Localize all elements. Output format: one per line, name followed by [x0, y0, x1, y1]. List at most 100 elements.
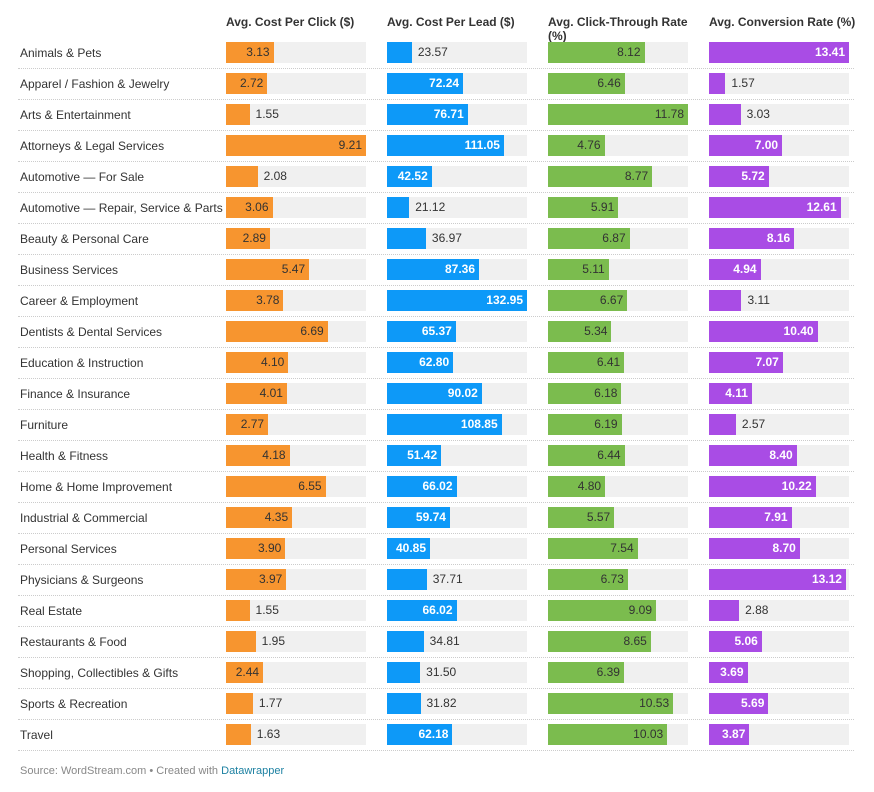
value-label: 65.37 [421, 324, 452, 338]
row-label: Finance & Insurance [20, 387, 131, 401]
bar-cell: 108.85 [387, 414, 527, 435]
value-label: 11.78 [654, 107, 684, 121]
bar [709, 383, 752, 404]
value-label: 8.12 [617, 45, 641, 59]
bar-cell: 7.07 [709, 352, 849, 373]
value-label: 90.02 [447, 386, 478, 400]
bar-cell: 7.00 [709, 135, 849, 156]
bar-cell: 62.18 [387, 724, 527, 745]
value-label: 2.08 [263, 169, 287, 183]
row-label: Industrial & Commercial [20, 511, 148, 525]
bar-cell: 10.40 [709, 321, 849, 342]
table-row: Finance & Insurance 4.01 90.02 6.18 4.11 [18, 379, 854, 410]
bar [548, 445, 625, 466]
bar [226, 228, 270, 249]
row-label: Restaurants & Food [20, 635, 127, 649]
value-label: 87.36 [444, 262, 475, 276]
bar-cell: 3.69 [709, 662, 849, 683]
value-label: 3.69 [720, 665, 744, 679]
value-label: 66.02 [422, 603, 453, 617]
bar-cell: 65.37 [387, 321, 527, 342]
value-label: 62.80 [419, 355, 450, 369]
bar [548, 352, 625, 373]
bar-cell: 3.78 [226, 290, 366, 311]
row-label: Business Services [20, 263, 119, 277]
value-label: 6.44 [597, 448, 621, 462]
value-label: 3.78 [256, 293, 280, 307]
bar-cell: 8.65 [548, 631, 688, 652]
bar-cell: 6.87 [548, 228, 688, 249]
bar-cell: 8.12 [548, 42, 688, 63]
bar-cell: 4.18 [226, 445, 366, 466]
table-row: Shopping, Collectibles & Gifts 2.44 31.50 6… [18, 658, 854, 689]
row-label: Health & Fitness [20, 449, 109, 463]
value-label: 7.91 [764, 510, 788, 524]
row-label: Real Estate [20, 604, 83, 618]
bar-cell: 34.81 [387, 631, 527, 652]
bar [548, 166, 653, 187]
bar [387, 662, 421, 683]
value-label: 9.21 [338, 138, 362, 152]
bar [709, 197, 841, 218]
bar [548, 135, 605, 156]
bar-cell: 31.82 [387, 693, 527, 714]
bar-cell: 4.10 [226, 352, 366, 373]
bar-cell: 5.34 [548, 321, 688, 342]
bar [709, 600, 740, 621]
value-label: 9.09 [628, 603, 653, 617]
bar [226, 321, 328, 342]
bar-cell: 9.21 [226, 135, 366, 156]
row-label: Automotive — For Sale [20, 170, 145, 184]
bar [226, 569, 287, 590]
bar [387, 445, 442, 466]
bar [548, 383, 622, 404]
bar [226, 197, 273, 218]
bar-cell: 111.05 [387, 135, 527, 156]
value-label: 3.87 [722, 727, 746, 741]
bar [709, 259, 761, 280]
bar-cell: 3.87 [709, 724, 849, 745]
bar [226, 259, 310, 280]
row-label: Dentists & Dental Services [20, 325, 163, 339]
bar [548, 538, 638, 559]
bar [548, 321, 612, 342]
bar-cell: 3.03 [709, 104, 849, 125]
footer: Source: WordStream.com • Created with Da… [20, 765, 284, 777]
value-label: 8.77 [624, 169, 649, 183]
bar-cell: 5.72 [709, 166, 849, 187]
bar [387, 507, 450, 528]
value-label: 2.88 [745, 603, 769, 617]
bar-cell: 2.89 [226, 228, 366, 249]
bar-cell: 62.80 [387, 352, 527, 373]
value-label: 3.97 [259, 572, 283, 586]
value-label: 5.47 [281, 262, 306, 276]
value-label: 3.13 [246, 45, 270, 59]
row-label: Career & Employment [20, 294, 139, 308]
bar-cell: 2.44 [226, 662, 366, 683]
bar [226, 538, 286, 559]
table-row: Dentists & Dental Services 6.69 65.37 5.34 1… [18, 317, 854, 348]
value-label: 6.67 [599, 293, 624, 307]
datawrapper-link[interactable]: Datawrapper [221, 765, 285, 777]
value-label: 2.44 [235, 665, 260, 679]
bar [709, 569, 846, 590]
value-label: 6.73 [600, 572, 624, 586]
source-note: Source: WordStream.com • Created with [20, 765, 222, 777]
value-label: 31.50 [426, 665, 457, 679]
table-row: Personal Services 3.90 40.85 7.54 8.70 [18, 534, 854, 565]
table-row: Automotive — Repair, Service & Parts 3.06… [18, 193, 854, 224]
bar [709, 724, 750, 745]
value-label: 13.12 [811, 572, 842, 586]
bar-cell: 37.71 [387, 569, 527, 590]
value-label: 23.57 [417, 45, 448, 59]
bar [226, 42, 274, 63]
bar-cell: 9.09 [548, 600, 688, 621]
table-row: Travel 1.63 62.18 10.03 3.87 [18, 720, 854, 751]
bar-cell: 6.41 [548, 352, 688, 373]
bar [709, 290, 742, 311]
bar [709, 321, 818, 342]
bar-cell: 87.36 [387, 259, 527, 280]
bar [387, 414, 502, 435]
bar [548, 197, 619, 218]
